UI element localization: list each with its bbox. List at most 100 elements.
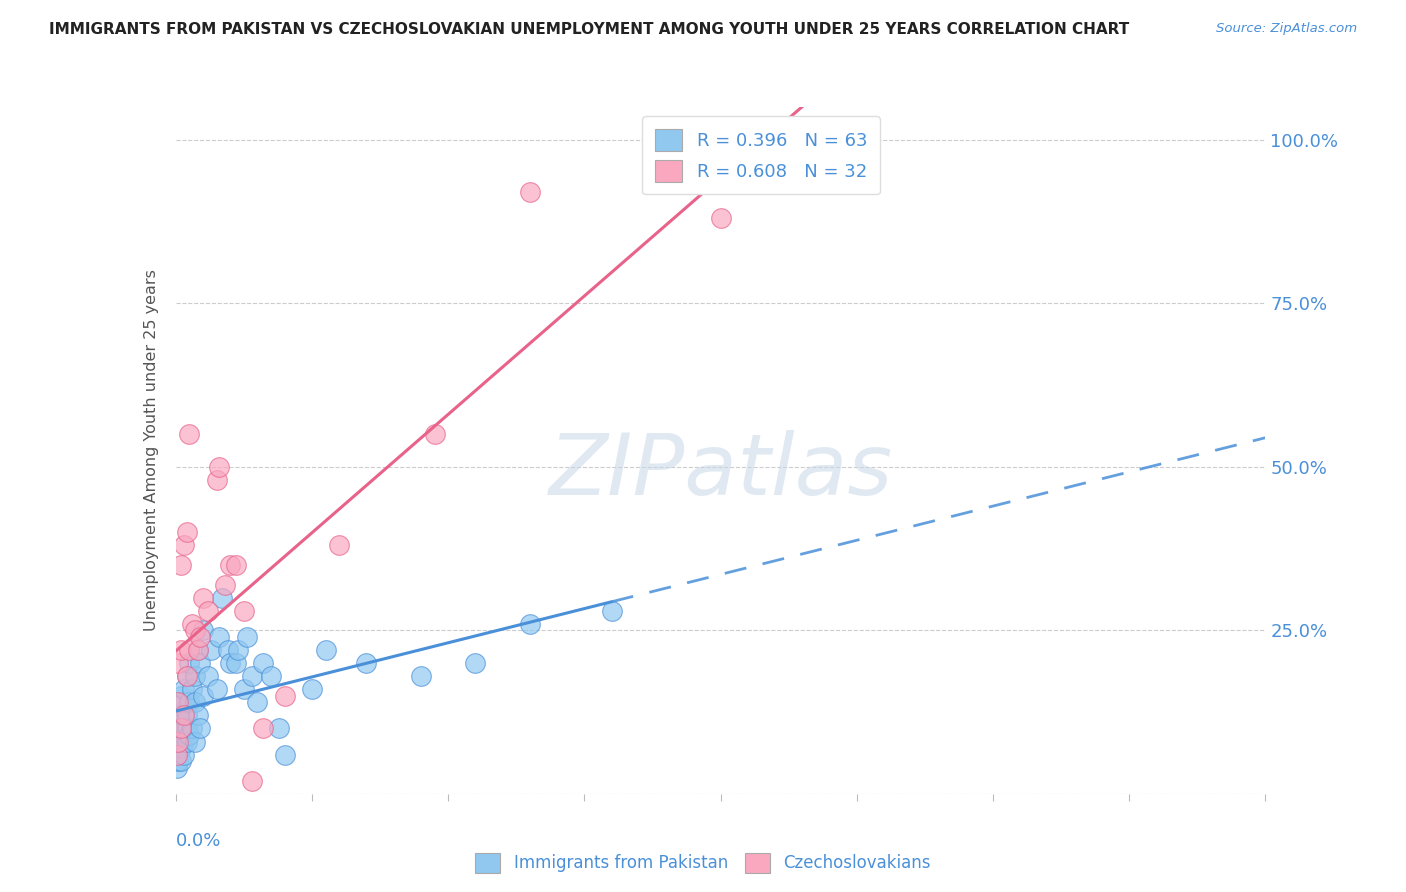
Point	[186, 643, 209, 657]
Point	[170, 722, 193, 736]
Point	[173, 734, 195, 748]
Point	[184, 734, 207, 748]
Point	[179, 427, 201, 442]
Point	[181, 616, 204, 631]
Point	[167, 741, 190, 756]
Point	[208, 459, 231, 474]
Point	[188, 630, 211, 644]
Point	[232, 682, 254, 697]
Point	[166, 747, 188, 762]
Point	[170, 741, 193, 756]
Point	[176, 669, 198, 683]
Point	[188, 656, 211, 670]
Point	[170, 722, 193, 736]
Y-axis label: Unemployment Among Youth under 25 years: Unemployment Among Youth under 25 years	[143, 269, 159, 632]
Point	[252, 722, 274, 736]
Point	[274, 747, 297, 762]
Point	[167, 656, 190, 670]
Point	[166, 761, 188, 775]
Point	[167, 734, 190, 748]
Point	[240, 669, 263, 683]
Point	[176, 708, 198, 723]
Point	[214, 577, 236, 591]
Point	[184, 695, 207, 709]
Point	[179, 656, 201, 670]
Legend: R = 0.396   N = 63, R = 0.608   N = 32: R = 0.396 N = 63, R = 0.608 N = 32	[643, 116, 880, 194]
Point	[186, 643, 209, 657]
Point	[519, 185, 541, 199]
Point	[170, 734, 193, 748]
Point	[176, 525, 198, 540]
Point	[246, 695, 269, 709]
Point	[240, 773, 263, 788]
Point	[356, 656, 378, 670]
Point	[274, 689, 297, 703]
Point	[167, 708, 190, 723]
Point	[186, 708, 209, 723]
Point	[173, 747, 195, 762]
Point	[200, 643, 222, 657]
Point	[184, 669, 207, 683]
Point	[181, 682, 204, 697]
Point	[167, 722, 190, 736]
Point	[179, 728, 201, 742]
Point	[315, 643, 337, 657]
Point	[167, 754, 190, 768]
Point	[252, 656, 274, 670]
Point	[205, 473, 228, 487]
Point	[167, 734, 190, 748]
Legend: Immigrants from Pakistan, Czechoslovakians: Immigrants from Pakistan, Czechoslovakia…	[468, 847, 938, 880]
Point	[170, 708, 193, 723]
Point	[167, 728, 190, 742]
Point	[176, 722, 198, 736]
Point	[225, 656, 247, 670]
Point	[219, 558, 242, 572]
Point	[205, 682, 228, 697]
Point	[260, 669, 283, 683]
Point	[197, 669, 219, 683]
Point	[191, 624, 214, 638]
Point	[173, 682, 195, 697]
Point	[181, 722, 204, 736]
Point	[225, 558, 247, 572]
Point	[167, 695, 190, 709]
Point	[173, 695, 195, 709]
Point	[176, 734, 198, 748]
Point	[173, 708, 195, 723]
Point	[176, 669, 198, 683]
Point	[170, 689, 193, 703]
Point	[232, 604, 254, 618]
Point	[409, 669, 432, 683]
Point	[600, 604, 623, 618]
Text: Source: ZipAtlas.com: Source: ZipAtlas.com	[1216, 22, 1357, 36]
Point	[173, 722, 195, 736]
Point	[301, 682, 323, 697]
Point	[191, 689, 214, 703]
Point	[211, 591, 233, 605]
Point	[269, 722, 291, 736]
Point	[188, 722, 211, 736]
Point	[166, 747, 188, 762]
Point	[519, 616, 541, 631]
Point	[328, 538, 350, 552]
Point	[170, 643, 193, 657]
Text: IMMIGRANTS FROM PAKISTAN VS CZECHOSLOVAKIAN UNEMPLOYMENT AMONG YOUTH UNDER 25 YE: IMMIGRANTS FROM PAKISTAN VS CZECHOSLOVAK…	[49, 22, 1129, 37]
Point	[170, 714, 193, 729]
Point	[228, 643, 250, 657]
Point	[217, 643, 239, 657]
Point	[208, 630, 231, 644]
Point	[179, 643, 201, 657]
Point	[173, 538, 195, 552]
Point	[179, 695, 201, 709]
Point	[173, 708, 195, 723]
Point	[219, 656, 242, 670]
Point	[464, 656, 486, 670]
Point	[170, 754, 193, 768]
Point	[170, 558, 193, 572]
Point	[191, 591, 214, 605]
Point	[197, 604, 219, 618]
Point	[184, 624, 207, 638]
Text: ZIPatlas: ZIPatlas	[548, 430, 893, 513]
Text: 0.0%: 0.0%	[176, 831, 221, 850]
Point	[423, 427, 446, 442]
